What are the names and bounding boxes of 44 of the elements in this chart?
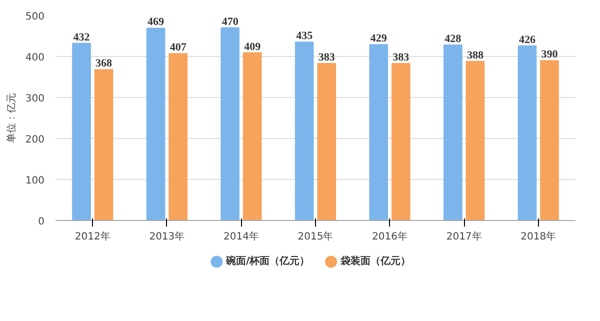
bar	[518, 45, 537, 220]
bar	[294, 42, 314, 220]
data-label: 409	[244, 40, 262, 53]
data-label: 428	[444, 33, 462, 46]
x-tick-label: 2018年	[520, 230, 556, 242]
y-axis-title: 单位：亿元	[5, 93, 18, 143]
bar	[466, 60, 485, 220]
bar	[540, 60, 559, 220]
data-label: 388	[466, 49, 484, 62]
legend-label: 碗面/杯面（亿元）	[225, 255, 310, 268]
bar	[146, 28, 166, 220]
y-tick-label: 500	[25, 12, 45, 22]
bar	[242, 52, 262, 220]
x-tick-label: 2014年	[223, 230, 259, 242]
y-tick-label: 400	[25, 52, 45, 64]
data-label: 383	[318, 51, 336, 64]
data-label: 435	[296, 30, 314, 42]
x-tick-label: 2012年	[74, 230, 110, 242]
bar	[369, 44, 388, 220]
bar	[317, 62, 336, 220]
bar	[72, 42, 91, 220]
data-label: 429	[370, 32, 388, 45]
y-tick-label: 0	[38, 216, 45, 228]
x-tick-label: 2015年	[298, 230, 334, 242]
x-tick-label: 2016年	[372, 230, 408, 242]
bar	[168, 53, 188, 220]
y-tick-label: 300	[25, 94, 45, 104]
data-label: 469	[148, 16, 165, 28]
data-label: 383	[392, 51, 410, 64]
x-tick-label: 2013年	[149, 230, 185, 242]
data-label: 407	[170, 42, 187, 54]
data-label: 390	[541, 48, 558, 61]
data-label: 470	[222, 16, 239, 28]
y-tick-label: 200	[25, 134, 45, 146]
bar	[220, 27, 240, 220]
bar	[444, 44, 462, 220]
data-label: 432	[73, 31, 90, 44]
bar	[392, 62, 410, 220]
y-tick-label: 100	[25, 176, 45, 186]
x-tick-label: 2017年	[446, 230, 482, 242]
data-label: 426	[518, 34, 536, 46]
bar	[94, 69, 114, 220]
legend-label: 袋装面（亿元）	[339, 255, 410, 268]
data-label: 368	[96, 58, 113, 70]
